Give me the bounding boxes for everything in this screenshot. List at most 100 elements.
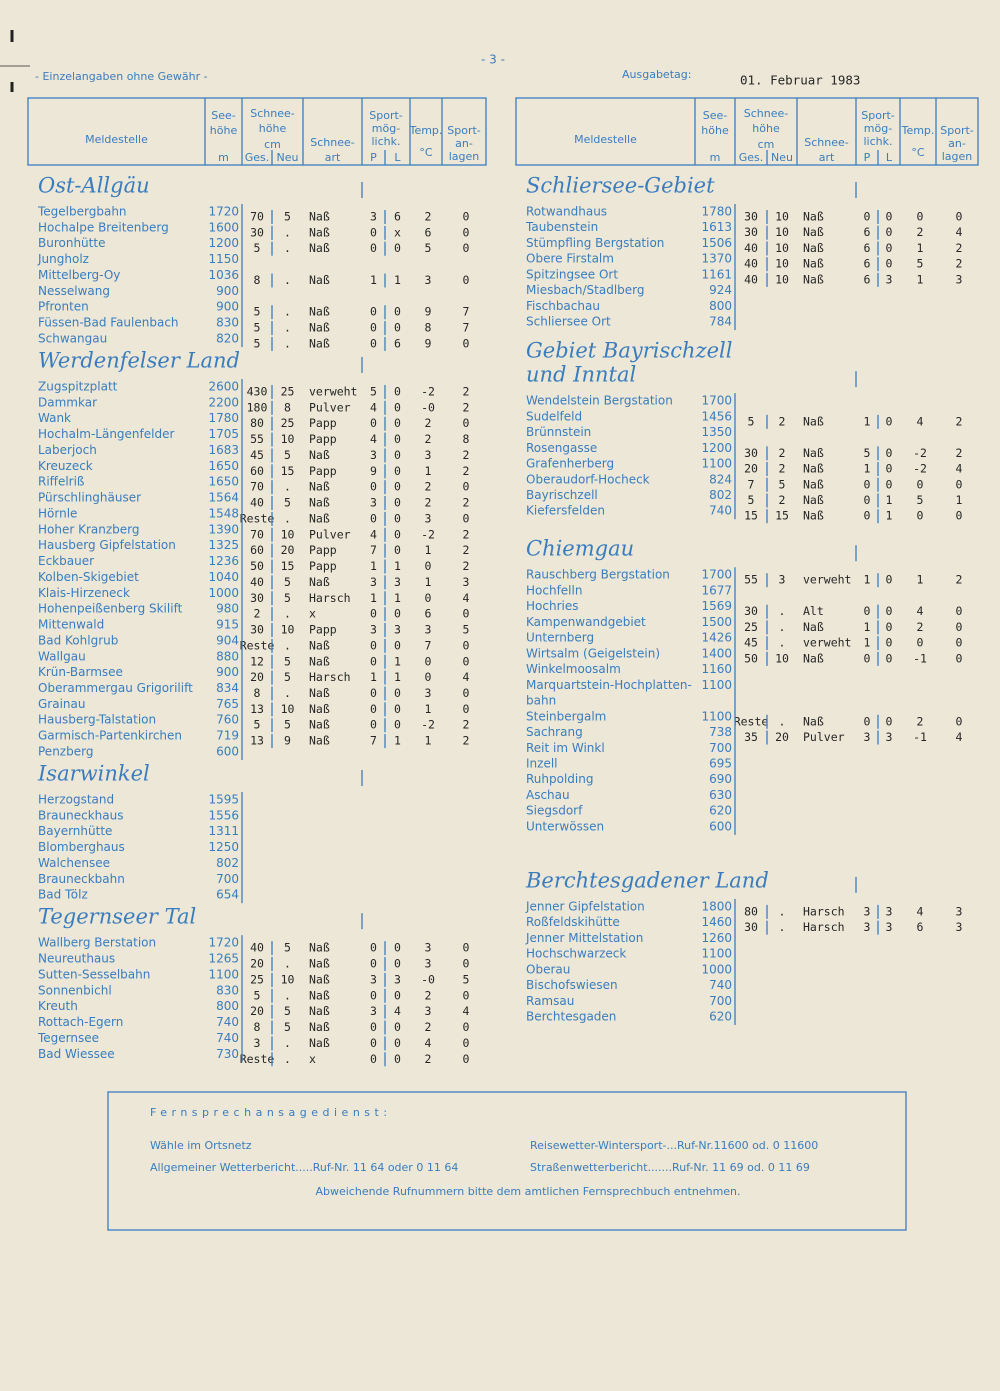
report-value: 1 [864, 620, 871, 634]
footer-note: Abweichende Rufnummern bitte dem amtlich… [315, 1185, 740, 1198]
station-name: Kreuth [38, 999, 78, 1013]
altitude: 740 [709, 504, 732, 518]
report-value: 2 [463, 496, 470, 510]
report-value: 0 [394, 957, 401, 971]
footer-box [107, 1091, 907, 1231]
station-name: Unterwössen [526, 819, 604, 833]
report-value: 5 [284, 496, 291, 510]
report-value: 2 [779, 446, 786, 460]
altitude: 880 [216, 649, 239, 663]
report-value: 0 [425, 559, 432, 573]
station-name: Rauschberg Bergstation [526, 568, 670, 582]
report-value: 4 [425, 1036, 432, 1050]
report-value: . [284, 957, 291, 971]
report-value: Reste [240, 1052, 275, 1066]
report-value: 1 [370, 273, 377, 287]
report-value: 0 [463, 654, 470, 668]
column-header: P [370, 151, 377, 164]
report-value: 0 [864, 714, 871, 728]
report-value: 0 [394, 941, 401, 955]
report-value: Papp [309, 432, 337, 446]
altitude: 802 [709, 488, 732, 502]
report-value: 2 [425, 480, 432, 494]
altitude: 730 [216, 1047, 239, 1061]
report-value: Alt [803, 604, 824, 618]
column-header: lagen [942, 150, 973, 163]
station-name: Krün-Barmsee [38, 665, 123, 679]
station-name: Wallgau [38, 649, 86, 663]
station-name: Brauneckbahn [38, 872, 125, 886]
report-value: Naß [803, 257, 824, 271]
station-name: Hochalm-Längenfelder [38, 427, 174, 441]
report-value: 40 [744, 257, 758, 271]
report-value: 0 [463, 225, 470, 239]
report-value: 1 [917, 241, 924, 255]
report-value: 4 [956, 225, 963, 239]
report-value: Naß [803, 509, 824, 523]
altitude: 904 [216, 633, 239, 647]
report-value: 2 [917, 225, 924, 239]
altitude: 1236 [208, 554, 239, 568]
report-value: 1 [425, 734, 432, 748]
report-value: 1 [394, 654, 401, 668]
report-value: 0 [463, 686, 470, 700]
report-value: Pulver [309, 400, 351, 414]
altitude: 1000 [701, 962, 732, 976]
page-number: - 3 - [481, 53, 505, 67]
report-value: 5 [254, 336, 261, 350]
altitude: 1613 [701, 220, 732, 234]
report-value: 3 [425, 511, 432, 525]
report-value: Naß [309, 638, 330, 652]
altitude: 738 [709, 725, 732, 739]
report-value: 2 [956, 446, 963, 460]
column-header: lichk. [372, 135, 401, 148]
altitude: 1456 [701, 409, 732, 423]
altitude: 690 [709, 772, 732, 786]
report-value: 2 [425, 210, 432, 224]
section-title: Tegernseer Tal [38, 905, 196, 929]
column-header: art [819, 151, 835, 164]
report-value: x [309, 1052, 316, 1066]
station-name: Wank [38, 411, 71, 425]
altitude: 1040 [208, 570, 239, 584]
station-name: Rotwandhaus [526, 205, 607, 219]
altitude: 824 [709, 472, 732, 486]
altitude: 700 [709, 741, 732, 755]
altitude: 740 [709, 978, 732, 992]
report-value: 0 [886, 210, 893, 224]
report-value: 2 [956, 241, 963, 255]
report-value: 0 [886, 446, 893, 460]
report-value: 30 [744, 210, 758, 224]
report-value: 2 [779, 462, 786, 476]
report-value: 2 [463, 464, 470, 478]
report-value: 0 [370, 241, 377, 255]
report-value: . [284, 686, 291, 700]
report-value: 0 [394, 1036, 401, 1050]
report-value: 0 [425, 591, 432, 605]
column-header: an- [455, 137, 473, 150]
report-value: Naß [309, 702, 330, 716]
report-value: 70 [250, 480, 264, 494]
report-value: Naß [309, 686, 330, 700]
column-header: See- [703, 109, 728, 122]
report-value: 6 [864, 272, 871, 286]
report-value: 80 [250, 416, 264, 430]
report-value: 5 [748, 493, 755, 507]
report-value: -2 [421, 527, 435, 541]
altitude: 900 [216, 665, 239, 679]
report-value: Naß [803, 477, 824, 491]
report-value: verweht [803, 636, 851, 650]
report-value: 3 [886, 272, 893, 286]
report-value: 2 [425, 1052, 432, 1066]
report-value: 5 [463, 623, 470, 637]
report-value: 3 [886, 904, 893, 918]
station-name: Ruhpolding [526, 772, 593, 786]
station-name: Brünnstein [526, 425, 591, 439]
altitude: 900 [216, 284, 239, 298]
section-title: Isarwinkel [37, 761, 150, 785]
report-value: Harsch [309, 670, 351, 684]
station-name: Pfronten [38, 300, 89, 314]
report-value: 1 [917, 573, 924, 587]
footer-line: Wähle im Ortsnetz [150, 1139, 252, 1152]
altitude: 654 [216, 888, 239, 902]
